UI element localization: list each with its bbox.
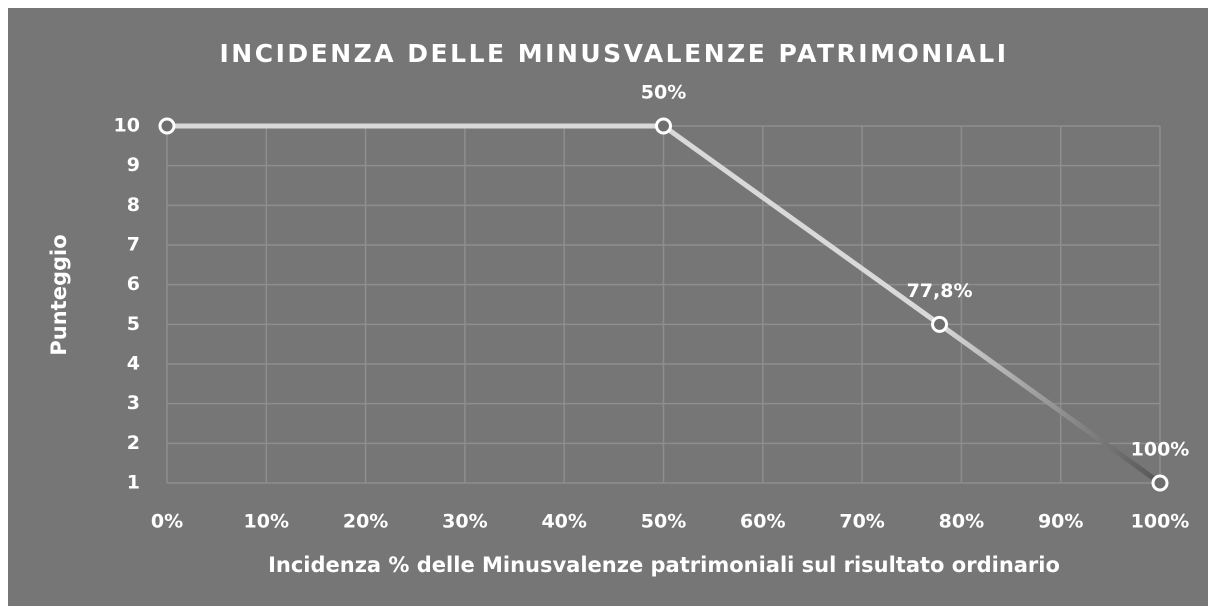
x-tick-label: 30% [442, 511, 487, 533]
x-tick-label: 40% [541, 511, 586, 533]
data-label: 50% [641, 82, 686, 104]
y-tick-label: 7 [127, 234, 140, 256]
marker [931, 315, 949, 333]
line [167, 123, 1162, 486]
x-tick-label: 50% [641, 511, 686, 533]
y-tick-label: 10 [114, 115, 140, 137]
y-tick-label: 9 [127, 154, 140, 176]
y-tick-label: 4 [127, 353, 140, 375]
x-tick-label: 20% [343, 511, 388, 533]
chart-background [8, 8, 1208, 606]
y-tick-label: 3 [127, 392, 140, 414]
x-tick-label: 0% [151, 511, 183, 533]
y-tick-label: 2 [127, 432, 140, 454]
data-label: 100% [1131, 439, 1190, 461]
x-tick-label: 10% [244, 511, 289, 533]
y-axis-title: Punteggio [47, 234, 71, 355]
marker [655, 117, 672, 135]
y-tick-label: 5 [127, 313, 140, 335]
marker [158, 117, 176, 135]
x-axis-title: Incidenza % delle Minusvalenze patrimoni… [268, 553, 1060, 577]
data-label: 77,8% [907, 280, 973, 302]
y-tick-label: 1 [127, 472, 140, 494]
x-tick-label: 70% [839, 511, 884, 533]
marker [1151, 474, 1169, 492]
x-tick-label: 60% [740, 511, 785, 533]
x-tick-label: 80% [939, 511, 984, 533]
chart-title: INCIDENZA DELLE MINUSVALENZE PATRIMONIAL… [220, 39, 1009, 68]
y-tick-label: 8 [127, 194, 140, 216]
x-tick-label: 100% [1131, 511, 1190, 533]
x-tick-label: 90% [1038, 511, 1083, 533]
y-tick-label: 6 [127, 273, 140, 295]
